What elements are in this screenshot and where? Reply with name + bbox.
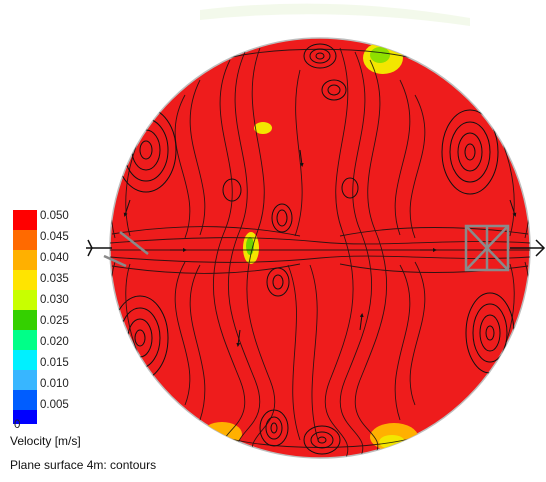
legend-swatch-5: [13, 310, 37, 330]
vortex-upper-right-small: [321, 79, 347, 101]
vortex-center-lower: [266, 267, 290, 297]
legend-swatch-10: [13, 410, 37, 424]
legend-swatch-6: [13, 330, 37, 350]
legend-tick-label: 0.010: [40, 378, 69, 390]
watermark-band: [200, 3, 470, 26]
legend-tick-label: 0.040: [40, 252, 69, 264]
legend-swatch-8: [13, 370, 37, 390]
figure-caption: Plane surface 4m: contours: [10, 458, 157, 472]
legend-tick-label: 0: [14, 419, 21, 431]
legend-tick-label: 0.025: [40, 315, 69, 327]
left-inlet-fixture: [86, 231, 149, 268]
vortex-center-upper: [271, 203, 293, 233]
legend-title: Velocity [m/s]: [10, 434, 81, 448]
patch-upper-mid: [254, 122, 272, 134]
legend-swatch-9: [13, 390, 37, 410]
vortex-bottom-left: [259, 409, 289, 447]
legend-tick-label: 0.015: [40, 357, 69, 369]
legend-tick-label: 0.035: [40, 273, 69, 285]
legend-swatch-7: [13, 350, 37, 370]
vortex-top-center: [303, 43, 337, 69]
legend-tick-label: 0.050: [40, 210, 69, 222]
legend-swatch-4: [13, 290, 37, 310]
legend-tick-label: 0.045: [40, 231, 69, 243]
legend-tick-label: 0.005: [40, 399, 69, 411]
legend-swatch-2: [13, 250, 37, 270]
right-outlet-fixture: [464, 224, 546, 272]
patch-top-left: [152, 86, 164, 94]
legend-swatch-1: [13, 230, 37, 250]
vortex-bottom-right: [303, 425, 341, 455]
legend-tick-label: 0.020: [40, 336, 69, 348]
flow-arrows: [123, 149, 517, 347]
vortex-right-upper: [441, 109, 499, 195]
legend-tick-label: 0.030: [40, 294, 69, 306]
legend-swatch-3: [13, 270, 37, 290]
legend-swatch-0: [13, 210, 37, 230]
